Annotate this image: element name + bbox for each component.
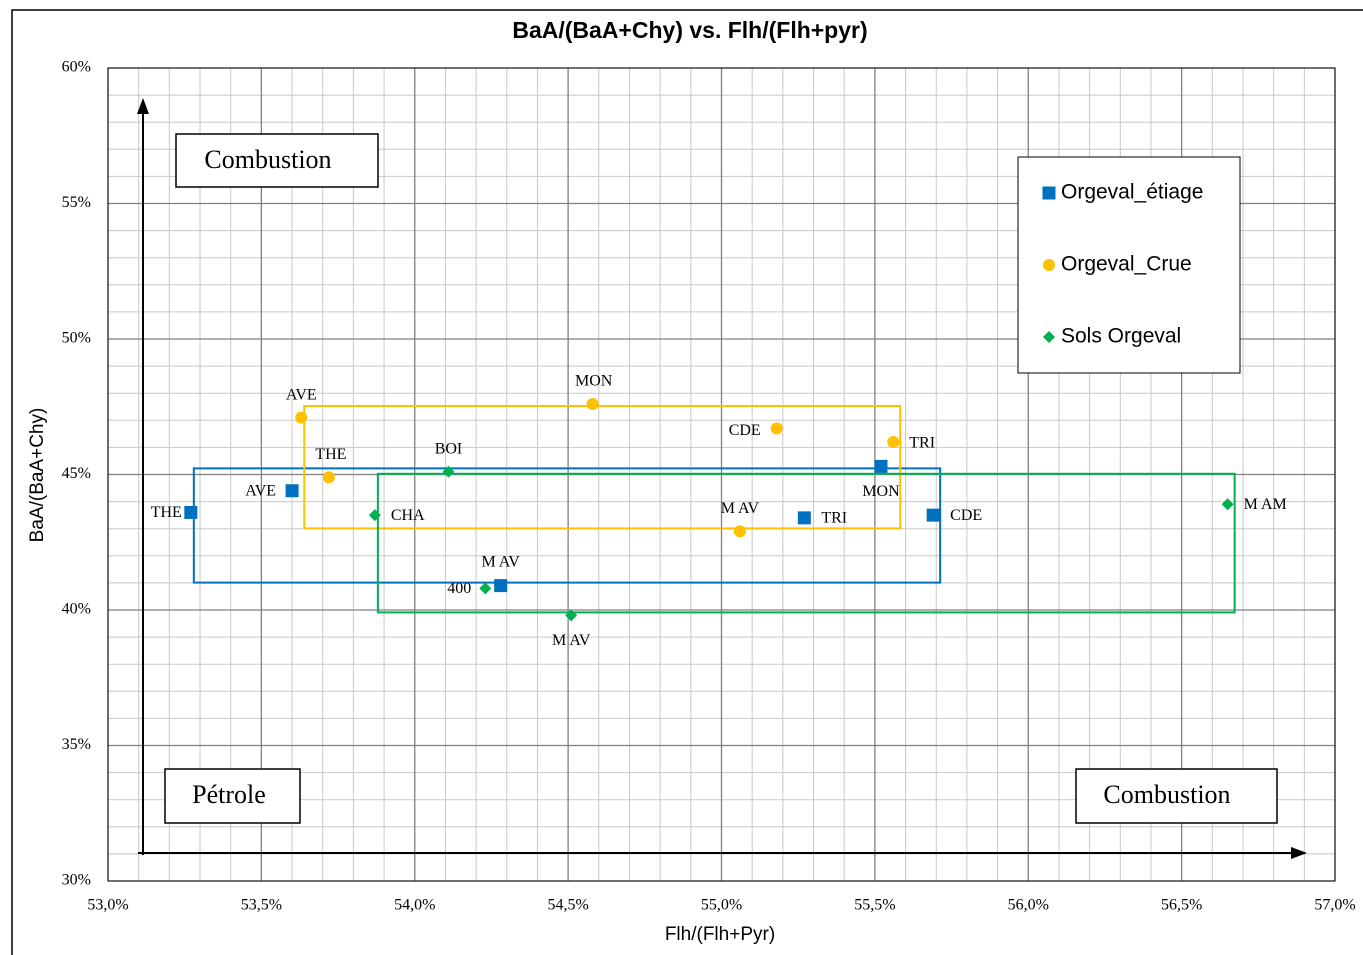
marker [565,609,578,622]
legend-label: Sols Orgeval [1061,325,1181,348]
x-tick-label: 55,0% [701,897,742,914]
point-label: MON [575,373,613,390]
range-box [192,467,942,584]
marker [887,435,900,448]
arrowhead [137,98,149,114]
point-label: M AM [1244,496,1287,513]
legend-label: Orgeval_Crue [1061,253,1192,276]
marker [184,505,198,519]
point-label: M AV [721,500,760,517]
point-label: AVE [245,482,276,499]
point-label: TRI [821,510,847,527]
points: THE AVE MON TRI CDE M AV AVE THE MON CDE TRI M AV CH… [151,373,1287,649]
marker [295,411,308,424]
x-tick-label: 53,0% [87,897,128,914]
y-tick-label: 45% [62,465,91,482]
point-label: M AV [481,553,520,570]
annotation-box [175,133,379,188]
marker [1221,498,1234,511]
point-label: 400 [447,580,471,597]
marker [586,398,599,411]
range-box [376,472,1236,614]
annotation: Combustion [1103,780,1230,809]
range-box [303,405,902,530]
y-tick-label: 50% [62,330,91,347]
legend-label: Orgeval_étiage [1061,181,1203,204]
marker [1042,186,1056,200]
marker [285,484,299,498]
marker [494,579,508,593]
y-tick-label: 35% [62,736,91,753]
x-tick-label: 57,0% [1314,897,1355,914]
x-tick-label: 56,0% [1008,897,1049,914]
arrows [137,98,1307,859]
x-tick-label: 53,5% [241,897,282,914]
annotation: Pétrole [192,780,266,809]
marker [770,422,783,435]
marker [1043,331,1055,343]
annotation-box [1075,768,1278,824]
marker [479,582,492,595]
annotations: Combustion Pétrole Combustion [164,133,1278,824]
marker [926,508,940,522]
marker [797,511,811,525]
y-tick-label: 60% [62,59,91,76]
range-boxes [192,405,1236,614]
chart-title: BaA/(BaA+Chy) vs. Flh/(Flh+pyr) [512,17,867,43]
point-label: AVE [286,386,317,403]
arrowhead [1291,847,1307,859]
x-tick-label: 55,5% [854,897,895,914]
plot-frame [107,67,1336,882]
y-axis-label: BaA/(BaA+Chy) [27,408,48,543]
point-label: TRI [909,435,935,452]
annotation-box [164,768,301,824]
annotation: Combustion [204,145,331,174]
point-label: CDE [950,507,982,524]
legend: Orgeval_étiage Orgeval_Crue Sols Orgeval [1017,156,1241,374]
marker [874,459,888,473]
x-tick-label: 54,0% [394,897,435,914]
point-label: THE [151,504,182,521]
x-axis-label: Flh/(Flh+Pyr) [665,924,775,945]
point-label: MON [862,483,900,500]
point-label: THE [315,446,346,463]
marker [322,471,335,484]
y-tick-label: 40% [62,601,91,618]
point-label: M AV [552,632,591,649]
y-tick-label: 30% [62,872,91,889]
point-label: CHA [391,507,425,524]
x-tick-label: 54,5% [547,897,588,914]
point-label: CDE [729,422,761,439]
x-tick-label: 56,5% [1161,897,1202,914]
marker [1043,259,1055,271]
marker [733,525,746,538]
marker [368,509,381,522]
marker [442,465,455,478]
point-label: BOI [435,440,463,457]
y-tick-label: 55% [62,194,91,211]
